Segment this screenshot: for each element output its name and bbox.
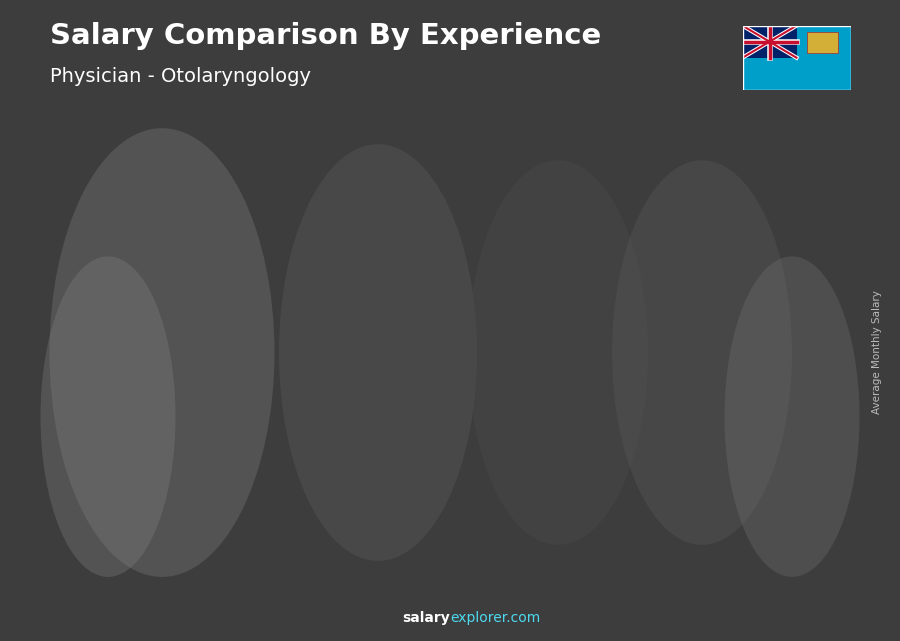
Polygon shape xyxy=(562,272,635,278)
Bar xyxy=(807,32,838,53)
Text: +8%: +8% xyxy=(633,192,674,208)
Polygon shape xyxy=(321,340,395,347)
Ellipse shape xyxy=(612,160,792,545)
Text: Salary Comparison By Experience: Salary Comparison By Experience xyxy=(50,22,601,51)
Polygon shape xyxy=(142,444,154,558)
Polygon shape xyxy=(263,408,274,558)
Polygon shape xyxy=(625,272,635,558)
Text: +9%: +9% xyxy=(513,217,554,233)
Text: < 2 Years: < 2 Years xyxy=(72,589,150,604)
Polygon shape xyxy=(745,247,756,558)
Text: 10 to 15: 10 to 15 xyxy=(438,589,507,604)
Text: 11,200 FJD: 11,200 FJD xyxy=(446,279,510,292)
Polygon shape xyxy=(682,247,756,253)
Bar xyxy=(796,26,850,58)
Ellipse shape xyxy=(724,256,859,577)
Bar xyxy=(742,26,796,58)
Polygon shape xyxy=(562,278,625,558)
Text: 5 to 10: 5 to 10 xyxy=(323,589,382,604)
Text: +48%: +48% xyxy=(266,286,318,301)
Ellipse shape xyxy=(50,128,274,577)
Text: 2 to 5: 2 to 5 xyxy=(208,589,256,604)
Polygon shape xyxy=(201,408,274,415)
Polygon shape xyxy=(80,444,154,451)
Polygon shape xyxy=(321,347,383,558)
Polygon shape xyxy=(441,295,516,301)
Polygon shape xyxy=(80,451,142,558)
Text: Physician - Otolaryngology: Physician - Otolaryngology xyxy=(50,67,310,87)
Polygon shape xyxy=(682,253,745,558)
Polygon shape xyxy=(383,340,395,558)
Bar xyxy=(742,26,796,58)
Ellipse shape xyxy=(279,144,477,561)
Text: +22%: +22% xyxy=(387,240,438,256)
Ellipse shape xyxy=(40,256,176,577)
Text: 20+ Years: 20+ Years xyxy=(672,589,755,604)
Text: 13,300 FJD: 13,300 FJD xyxy=(688,231,751,244)
Text: 9,220 FJD: 9,220 FJD xyxy=(326,324,382,337)
Polygon shape xyxy=(504,295,516,558)
Text: 6,240 FJD: 6,240 FJD xyxy=(205,393,262,406)
Text: +34%: +34% xyxy=(146,354,197,369)
Polygon shape xyxy=(201,415,263,558)
Polygon shape xyxy=(441,301,504,558)
Text: salary: salary xyxy=(402,611,450,625)
Text: explorer.com: explorer.com xyxy=(450,611,540,625)
Text: 4,670 FJD: 4,670 FJD xyxy=(85,429,141,442)
Bar xyxy=(742,58,850,90)
Text: 15 to 20: 15 to 20 xyxy=(559,589,627,604)
Ellipse shape xyxy=(468,160,648,545)
Text: Average Monthly Salary: Average Monthly Salary xyxy=(872,290,883,415)
Text: 12,200 FJD: 12,200 FJD xyxy=(567,256,631,269)
